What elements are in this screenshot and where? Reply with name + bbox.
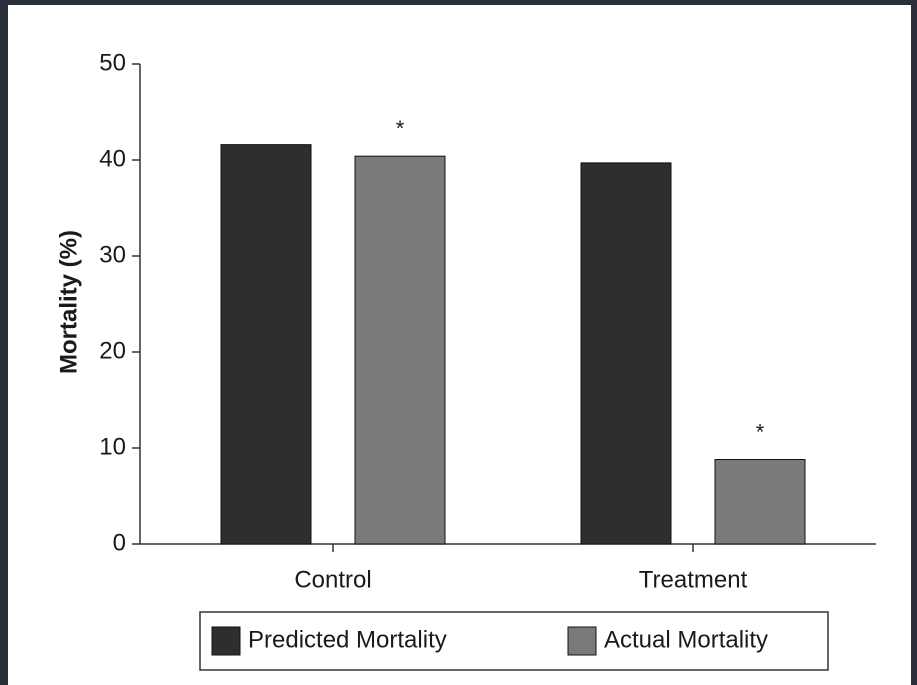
significance-marker: * <box>756 419 765 444</box>
legend <box>199 611 829 671</box>
y-tick-label: 50 <box>99 49 126 76</box>
y-tick-label: 0 <box>113 529 126 556</box>
y-tick-label: 10 <box>99 433 126 460</box>
legend-label: Actual Mortality <box>604 626 768 653</box>
y-axis-label: Mortality (%) <box>55 230 82 374</box>
legend-swatch <box>211 626 241 656</box>
y-tick-label: 30 <box>99 241 126 268</box>
bar <box>220 144 312 545</box>
plot-background <box>8 5 911 685</box>
bar <box>354 155 446 545</box>
x-tick-label: Treatment <box>639 566 748 593</box>
bar <box>714 459 806 545</box>
legend-swatch <box>567 626 597 656</box>
y-tick-label: 40 <box>99 145 126 172</box>
y-tick-label: 20 <box>99 337 126 364</box>
bar <box>580 162 672 545</box>
significance-marker: * <box>396 116 405 141</box>
legend-label: Predicted Mortality <box>248 626 447 653</box>
x-tick-label: Control <box>294 566 371 593</box>
